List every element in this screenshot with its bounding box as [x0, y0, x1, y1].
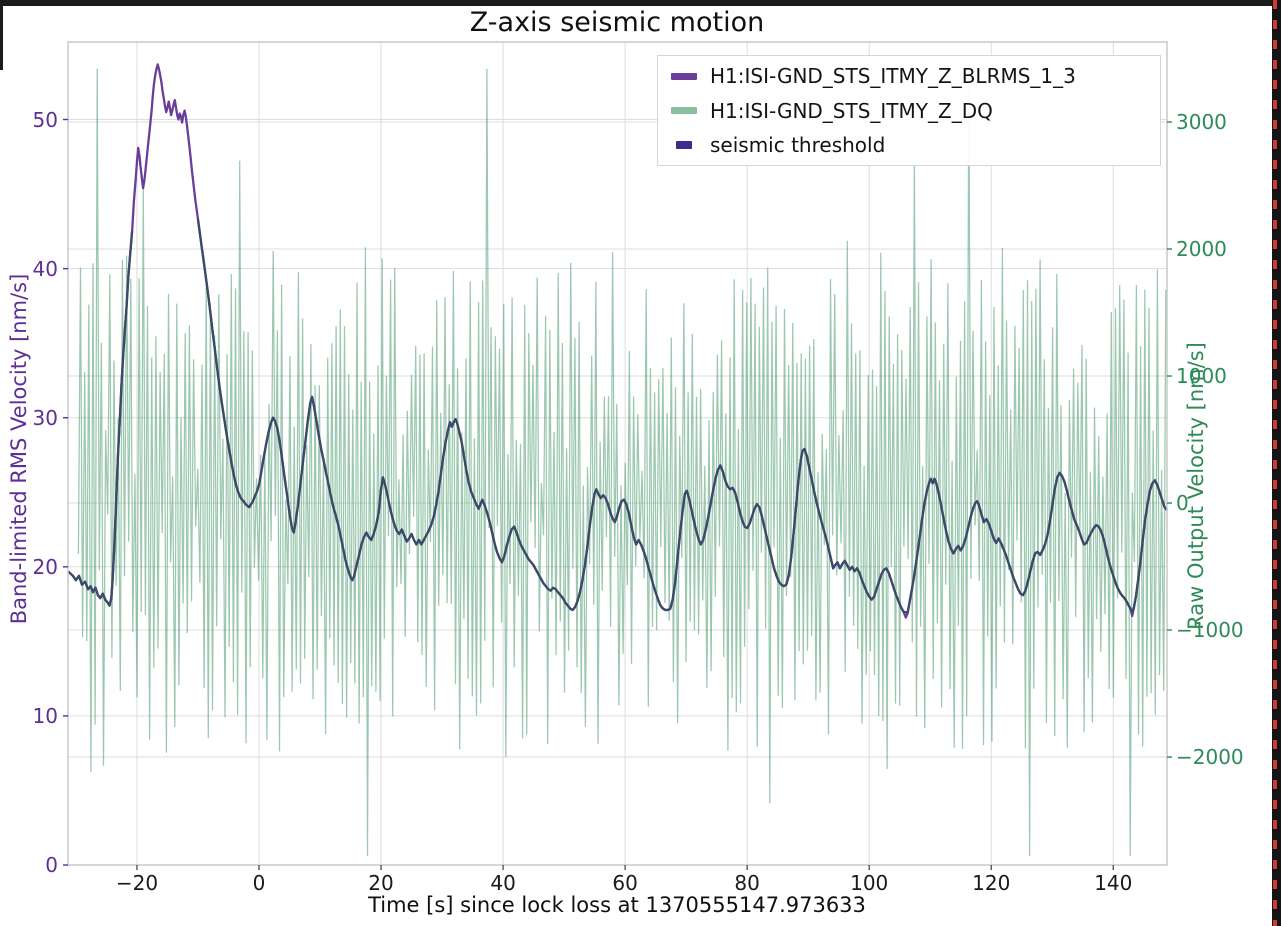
- y-left-tick-label: 10: [32, 703, 58, 728]
- adjacent-window-strip: [1272, 0, 1281, 926]
- red-dashed-line: [1273, 0, 1277, 926]
- x-tick-label: 80: [734, 871, 760, 895]
- threshold-line-swatch: [676, 141, 692, 149]
- blrms-line-swatch: [671, 72, 697, 80]
- y-right-tick-label: −1000: [1176, 618, 1244, 643]
- y-left-tick-label: 50: [32, 107, 58, 132]
- y-right-axis-label: Raw Output Velocity [nm/s]: [1184, 342, 1208, 630]
- x-tick-label: 120: [972, 871, 1011, 895]
- legend: H1:ISI-GND_STS_ITMY_Z_BLRMS_1_3 H1:ISI-G…: [657, 55, 1161, 166]
- y-right-tick-label: −2000: [1176, 745, 1244, 770]
- window-left-edge: [0, 0, 3, 70]
- legend-label: seismic threshold: [710, 133, 886, 157]
- y-right-tick-label: 3000: [1176, 110, 1227, 134]
- y-right-tick-label: 1000: [1176, 364, 1227, 389]
- raw-output-trace: [77, 68, 1167, 857]
- window-top-edge: [0, 0, 1281, 6]
- y-left-tick-label: 30: [32, 405, 58, 430]
- x-tick-label: 20: [368, 871, 394, 895]
- legend-label: H1:ISI-GND_STS_ITMY_Z_DQ: [710, 98, 993, 123]
- x-tick-label: −20: [115, 871, 159, 895]
- raw-line-swatch: [671, 107, 697, 114]
- legend-item-raw-dq: H1:ISI-GND_STS_ITMY_Z_DQ: [658, 94, 1160, 127]
- y-right-tick-label: 2000: [1176, 237, 1227, 262]
- legend-marker-cell: [658, 72, 710, 80]
- y-left-tick-label: 20: [32, 554, 58, 579]
- x-tick-label: 40: [490, 871, 516, 895]
- chart-title: Z-axis seismic motion: [469, 7, 765, 38]
- legend-label: H1:ISI-GND_STS_ITMY_Z_BLRMS_1_3: [710, 64, 1076, 88]
- plot-frame: [67, 41, 1168, 866]
- legend-marker-cell: [658, 107, 710, 114]
- seismic-threshold-trace: [67, 219, 1168, 614]
- x-tick-label: 100: [850, 871, 889, 895]
- x-tick-label: 60: [612, 871, 638, 895]
- legend-marker-cell: [658, 141, 710, 149]
- x-axis-label: Time [s] since lock loss at 1370555147.9…: [368, 893, 866, 917]
- legend-item-blrms: H1:ISI-GND_STS_ITMY_Z_BLRMS_1_3: [658, 60, 1160, 93]
- legend-item-threshold: seismic threshold: [658, 129, 1160, 162]
- x-tick-label: 140: [1094, 871, 1133, 895]
- y-left-tick-label: 40: [32, 256, 58, 281]
- y-right-tick-label: 0: [1176, 491, 1189, 516]
- y-left-tick-label: 0: [45, 853, 58, 877]
- x-tick-label: 0: [252, 871, 266, 895]
- y-left-axis-label: Band-limited RMS Velocity [nm/s]: [7, 273, 31, 625]
